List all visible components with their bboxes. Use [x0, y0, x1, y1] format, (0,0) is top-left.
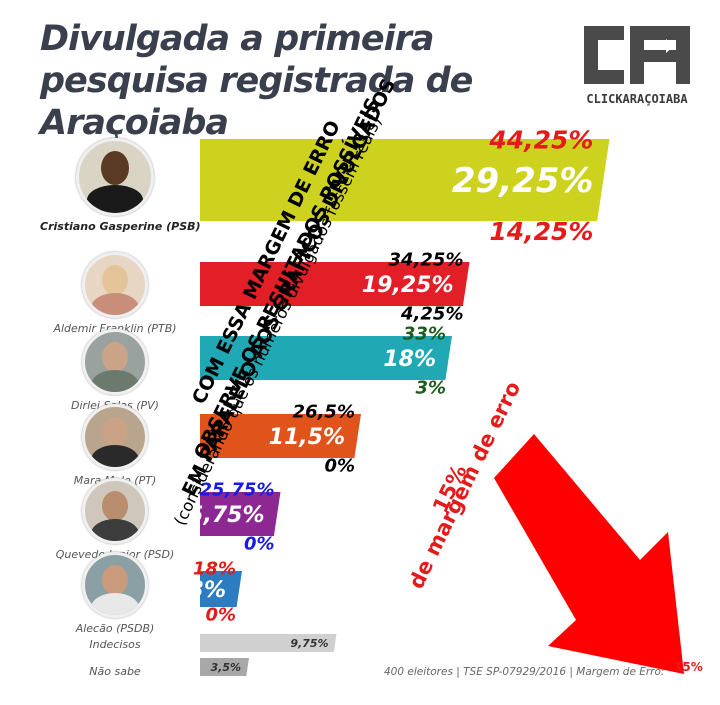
bar: [200, 336, 452, 380]
lower-bound-label: 3%: [415, 378, 446, 399]
avatar: [82, 252, 148, 318]
bar-value-label: 11,5%: [269, 425, 345, 450]
upper-bound-label: 34,25%: [389, 249, 464, 270]
candidate-6: Alecão (PSDB): [40, 552, 190, 635]
bar-value-label: 18%: [383, 347, 436, 372]
lower-bound-label: 14,25%: [489, 217, 593, 246]
lower-bound-label: 0%: [244, 534, 275, 555]
bar-value-label: 9,75%: [290, 637, 328, 650]
bar-value-label: 3%: [189, 578, 226, 603]
footer-note: 400 eleitores | TSE SP-07929/2016 | Marg…: [384, 666, 665, 678]
candidate-2: Aldemir Franklin (PTB): [40, 252, 190, 335]
avatar: [82, 329, 148, 395]
candidate-1: Cristiano Gasperine (PSB): [40, 138, 201, 233]
avatar: [82, 552, 148, 618]
candidate-name: Não sabe: [89, 665, 141, 678]
bar: [200, 571, 242, 607]
upper-bound-label: 33%: [403, 323, 446, 344]
candidate-8: Não sabe: [40, 661, 190, 678]
candidate-name: Aldemir Franklin (PTB): [53, 322, 177, 335]
candidate-name: Alecão (PSDB): [75, 622, 155, 635]
logo-mark-icon: [584, 26, 690, 84]
bar: [200, 634, 337, 652]
upper-bound-label: 26,5%: [293, 401, 355, 422]
upper-bound-label: 25,75%: [200, 479, 275, 500]
lower-bound-label: 4,25%: [400, 304, 463, 325]
candidate-5: Quevedo Junior (PSD): [40, 478, 190, 561]
bar-value-label: 19,25%: [362, 273, 454, 298]
bar: [200, 658, 249, 676]
logo-text: CLICKARAÇOIABA: [586, 92, 688, 106]
bar: [200, 262, 470, 306]
candidate-7: Indecisos: [40, 634, 190, 651]
candidate-name: Indecisos: [89, 638, 141, 651]
bar-value-label: 3,5%: [210, 661, 241, 674]
bar: [200, 139, 610, 221]
brand-logo: CLICKARAÇOIABA: [574, 20, 700, 112]
upper-bound-label: 44,25%: [488, 126, 593, 155]
lower-bound-label: 0%: [324, 456, 355, 477]
candidate-3: Dirlei Salas (PV): [40, 329, 190, 412]
page-title: Divulgada a primeira pesquisa registrada…: [40, 19, 473, 143]
bar-value-label: 5,75%: [188, 503, 264, 528]
avatar: [76, 138, 154, 216]
bar-value-label: 29,25%: [452, 161, 594, 201]
footer-margin: 15%: [674, 660, 703, 674]
lower-bound-label: 0%: [205, 605, 236, 626]
candidate-name: Cristiano Gasperine (PSB): [40, 220, 201, 233]
upper-bound-label: 18%: [193, 558, 236, 579]
avatar: [82, 404, 148, 470]
bar: [200, 492, 281, 536]
avatar: [82, 478, 148, 544]
bar: [200, 414, 361, 458]
